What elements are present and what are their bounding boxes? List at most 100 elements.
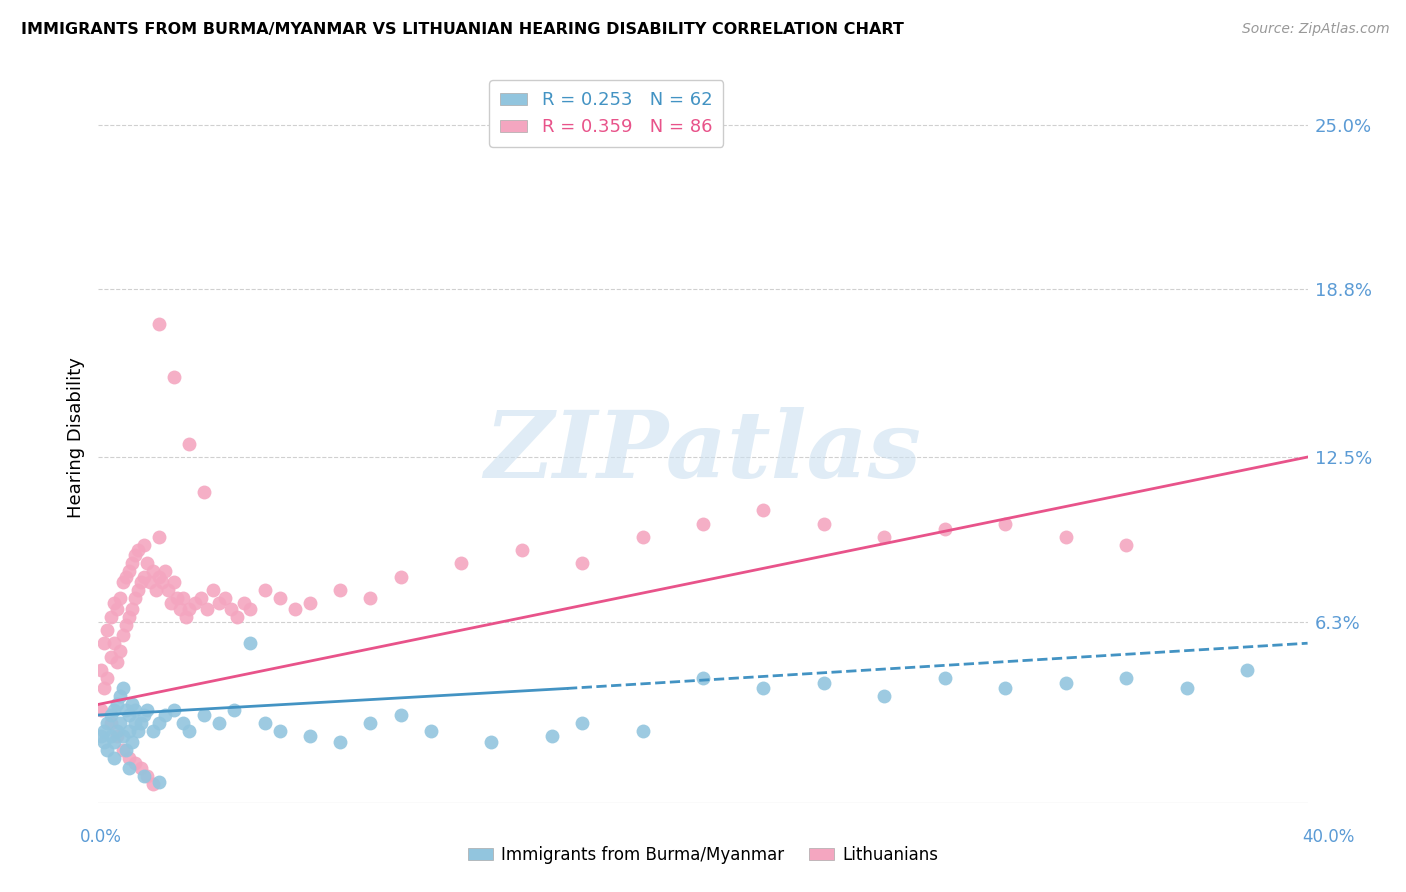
Y-axis label: Hearing Disability: Hearing Disability <box>66 357 84 517</box>
Point <box>360 716 382 731</box>
Text: 40.0%: 40.0% <box>1302 828 1355 846</box>
Point <box>124 756 146 770</box>
Point <box>96 742 118 756</box>
Point <box>129 761 152 775</box>
Point <box>127 543 149 558</box>
Point <box>208 596 231 610</box>
Point <box>129 716 152 731</box>
Point <box>108 591 131 605</box>
Point <box>269 723 291 738</box>
Text: IMMIGRANTS FROM BURMA/MYANMAR VS LITHUANIAN HEARING DISABILITY CORRELATION CHART: IMMIGRANTS FROM BURMA/MYANMAR VS LITHUAN… <box>21 22 904 37</box>
Point <box>124 591 146 605</box>
Point <box>214 591 236 605</box>
Point <box>692 671 714 685</box>
Point <box>103 596 125 610</box>
Point <box>208 716 231 731</box>
Point <box>169 601 191 615</box>
Point <box>135 557 157 571</box>
Point <box>148 570 170 584</box>
Point <box>253 716 276 731</box>
Point <box>1115 671 1137 685</box>
Point <box>111 742 134 756</box>
Point <box>934 522 956 536</box>
Text: Source: ZipAtlas.com: Source: ZipAtlas.com <box>1241 22 1389 37</box>
Text: ZIPatlas: ZIPatlas <box>485 407 921 497</box>
Point <box>111 681 134 696</box>
Point <box>139 575 162 590</box>
Point <box>100 716 122 731</box>
Point <box>121 601 143 615</box>
Point <box>90 703 112 717</box>
Point <box>108 690 131 704</box>
Point <box>118 565 141 579</box>
Point <box>135 769 157 783</box>
Point <box>239 601 262 615</box>
Point <box>179 601 201 615</box>
Point <box>124 703 146 717</box>
Point <box>202 582 225 597</box>
Point <box>389 570 412 584</box>
Point <box>105 729 128 743</box>
Point <box>121 698 143 712</box>
Point <box>135 703 157 717</box>
Point <box>90 729 112 743</box>
Point <box>111 575 134 590</box>
Point <box>193 484 215 499</box>
Point <box>190 591 212 605</box>
Point <box>1115 538 1137 552</box>
Point <box>1054 676 1077 690</box>
Point <box>174 609 197 624</box>
Point <box>150 575 173 590</box>
Point <box>132 708 155 723</box>
Point <box>179 723 201 738</box>
Point <box>105 723 128 738</box>
Point <box>329 734 352 748</box>
Point <box>108 716 131 731</box>
Point <box>329 582 352 597</box>
Point <box>145 582 167 597</box>
Point <box>571 716 593 731</box>
Legend: Immigrants from Burma/Myanmar, Lithuanians: Immigrants from Burma/Myanmar, Lithuania… <box>461 839 945 871</box>
Point <box>118 761 141 775</box>
Point <box>510 543 533 558</box>
Point <box>631 530 654 544</box>
Point <box>93 636 115 650</box>
Point <box>105 698 128 712</box>
Point <box>142 777 165 791</box>
Point <box>142 723 165 738</box>
Point <box>132 769 155 783</box>
Point <box>100 729 122 743</box>
Point <box>103 750 125 764</box>
Point <box>118 609 141 624</box>
Point <box>481 734 503 748</box>
Point <box>179 436 201 450</box>
Point <box>153 708 176 723</box>
Point <box>111 729 134 743</box>
Point <box>114 570 136 584</box>
Point <box>284 601 307 615</box>
Point <box>1236 663 1258 677</box>
Point <box>269 591 291 605</box>
Point <box>156 582 179 597</box>
Point <box>96 716 118 731</box>
Point <box>994 681 1017 696</box>
Point <box>118 723 141 738</box>
Point <box>96 623 118 637</box>
Point <box>166 591 188 605</box>
Point <box>389 708 412 723</box>
Point <box>873 690 896 704</box>
Point <box>118 750 141 764</box>
Point <box>114 742 136 756</box>
Point <box>221 601 243 615</box>
Text: 0.0%: 0.0% <box>80 828 122 846</box>
Point <box>752 681 775 696</box>
Point <box>224 703 246 717</box>
Point <box>420 723 443 738</box>
Point <box>132 538 155 552</box>
Point <box>103 703 125 717</box>
Point <box>100 609 122 624</box>
Point <box>100 708 122 723</box>
Point <box>571 557 593 571</box>
Point <box>148 774 170 789</box>
Point <box>184 596 207 610</box>
